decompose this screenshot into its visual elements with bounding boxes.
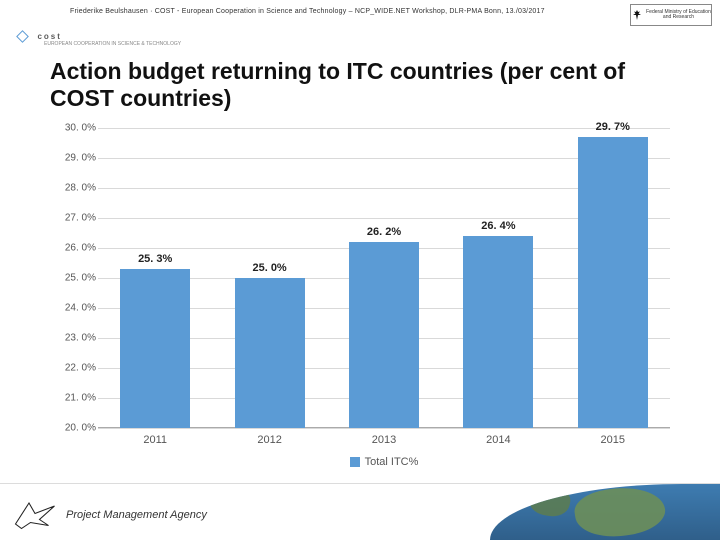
slide-meta: Friederike Beulshausen · COST - European… [70,8,545,15]
footer-agency-label: Project Management Agency [66,509,207,521]
chart-y-tick: 24. 0% [50,303,96,314]
chart-y-tick: 26. 0% [50,243,96,254]
cost-logo-icon [16,30,29,43]
chart-x-tick: 2013 [344,434,424,446]
cost-logo-text: cost [37,32,61,41]
dlr-logo: Project Management Agency [12,500,207,530]
chart-bar [578,137,648,428]
chart-bar-label: 26. 4% [453,220,543,232]
chart-bar-label: 25. 0% [225,262,315,274]
chart-y-tick: 29. 0% [50,153,96,164]
chart-bar [463,236,533,428]
legend-label: Total ITC% [365,456,419,468]
chart-x-tick: 2011 [115,434,195,446]
chart-y-tick: 27. 0% [50,213,96,224]
chart-bar-label: 25. 3% [110,253,200,265]
chart-x-tick: 2012 [230,434,310,446]
chart-legend: Total ITC% [98,456,670,468]
slide-title: Action budget returning to ITC countries… [50,58,680,112]
chart-y-tick: 21. 0% [50,393,96,404]
chart-x-tick: 2014 [458,434,538,446]
eagle-icon [631,9,643,21]
bar-chart: 25. 3%25. 0%26. 2%26. 4%29. 7% 20. 0%21.… [50,128,670,460]
chart-bar [349,242,419,428]
chart-bars: 25. 3%25. 0%26. 2%26. 4%29. 7% [98,128,670,428]
chart-x-tick: 2015 [573,434,653,446]
chart-y-tick: 20. 0% [50,423,96,434]
chart-y-tick: 30. 0% [50,123,96,134]
chart-y-tick: 22. 0% [50,363,96,374]
chart-bar [235,278,305,428]
chart-gridline [98,428,670,429]
ministry-badge: Federal Ministry of Education and Resear… [630,4,712,26]
chart-y-tick: 23. 0% [50,333,96,344]
cost-subtitle: EUROPEAN COOPERATION IN SCIENCE & TECHNO… [44,42,181,48]
dlr-bird-icon [12,500,58,530]
slide: Friederike Beulshausen · COST - European… [0,0,720,540]
footer: Project Management Agency [0,484,720,540]
chart-bar [120,269,190,428]
globe-graphic [490,484,720,540]
chart-y-tick: 28. 0% [50,183,96,194]
chart-bar-label: 29. 7% [568,121,658,133]
chart-y-tick: 25. 0% [50,273,96,284]
ministry-label: Federal Ministry of Education and Resear… [646,10,711,21]
legend-swatch [350,457,360,467]
chart-bar-label: 26. 2% [339,226,429,238]
